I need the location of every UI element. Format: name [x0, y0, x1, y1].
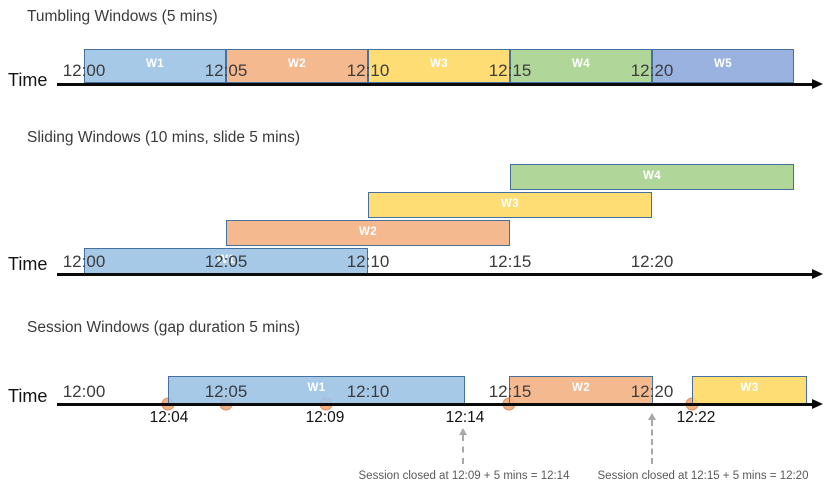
callout-arrowhead-icon-1 — [459, 428, 467, 435]
window-bar-tumbling-w2: W2 — [226, 49, 368, 83]
session-axis-arrowhead-icon — [812, 399, 823, 409]
event-time-label-1204: 12:04 — [149, 409, 189, 426]
window-label-session-w1: W1 — [307, 382, 326, 394]
session-time-axis-label: Time — [8, 386, 48, 406]
axis-tick-label-tumbling-1200: 12:00 — [62, 61, 106, 80]
axis-tick-label-session-1215: 12:15 — [488, 382, 532, 401]
tumbling-section-title: Tumbling Windows (5 mins) — [27, 8, 218, 25]
window-bar-sliding-w1: W1 — [84, 248, 368, 274]
axis-tick-label-sliding-1210: 12:10 — [346, 252, 390, 271]
axis-tick-label-tumbling-1215: 12:15 — [488, 61, 532, 80]
tumbling-axis-line — [57, 83, 813, 86]
axis-tick-label-session-1205: 12:05 — [204, 382, 248, 401]
window-label-tumbling-w2: W2 — [287, 58, 307, 70]
window-label-tumbling-w5: W5 — [713, 58, 733, 70]
window-bar-session-w1: W1 — [168, 376, 465, 404]
window-bar-session-w3: W3 — [692, 376, 807, 404]
sliding-axis-line — [57, 273, 813, 276]
session-closed-annotation-2: Session closed at 12:15 + 5 mins = 12:20 — [597, 470, 809, 482]
window-label-sliding-w3: W3 — [500, 198, 520, 210]
axis-tick-label-tumbling-1205: 12:05 — [204, 61, 248, 80]
callout-dashed-arrow-1 — [462, 435, 464, 464]
window-bar-tumbling-w5: W5 — [652, 49, 794, 83]
window-label-session-w3: W3 — [740, 382, 759, 394]
window-label-sliding-w1: W1 — [216, 254, 236, 266]
tumbling-axis-arrowhead-icon — [812, 79, 823, 89]
event-time-label-1214: 12:14 — [445, 409, 485, 426]
sliding-axis-arrowhead-icon — [812, 269, 823, 279]
axis-tick-label-sliding-1200: 12:00 — [62, 252, 106, 271]
callout-dashed-arrow-2 — [651, 420, 653, 464]
window-label-sliding-w4: W4 — [642, 170, 662, 182]
sliding-time-axis-label: Time — [8, 254, 48, 274]
axis-tick-label-sliding-1220: 12:20 — [630, 252, 674, 271]
tumbling-time-axis-label: Time — [8, 70, 48, 90]
session-closed-annotation-1: Session closed at 12:09 + 5 mins = 12:14 — [358, 470, 570, 482]
window-bar-tumbling-w1: W1 — [84, 49, 226, 83]
window-bar-sliding-w3: W3 — [368, 192, 652, 218]
event-time-label-1209: 12:09 — [305, 409, 345, 426]
axis-tick-label-session-1210: 12:10 — [346, 382, 390, 401]
window-bar-session-w2: W2 — [509, 376, 653, 404]
event-time-label-1222: 12:22 — [676, 409, 716, 426]
axis-tick-label-tumbling-1220: 12:20 — [630, 61, 674, 80]
axis-tick-label-sliding-1215: 12:15 — [488, 252, 532, 271]
window-bar-tumbling-w3: W3 — [368, 49, 510, 83]
window-bar-sliding-w4: W4 — [510, 164, 794, 190]
window-label-sliding-w2: W2 — [358, 226, 378, 238]
axis-tick-label-sliding-1205: 12:05 — [204, 252, 248, 271]
window-label-tumbling-w3: W3 — [429, 58, 449, 70]
window-bar-sliding-w2: W2 — [226, 220, 510, 246]
session-section-title: Session Windows (gap duration 5 mins) — [27, 319, 301, 336]
window-label-session-w2: W2 — [571, 382, 591, 394]
axis-tick-label-session-1200: 12:00 — [62, 382, 106, 401]
callout-arrowhead-icon-2 — [648, 413, 656, 420]
window-label-tumbling-w1: W1 — [145, 58, 165, 70]
sliding-section-title: Sliding Windows (10 mins, slide 5 mins) — [27, 129, 301, 146]
window-bar-tumbling-w4: W4 — [510, 49, 652, 83]
session-axis-line — [57, 403, 813, 406]
axis-tick-label-session-1220: 12:20 — [630, 382, 674, 401]
axis-tick-label-tumbling-1210: 12:10 — [346, 61, 390, 80]
window-label-tumbling-w4: W4 — [571, 58, 591, 70]
